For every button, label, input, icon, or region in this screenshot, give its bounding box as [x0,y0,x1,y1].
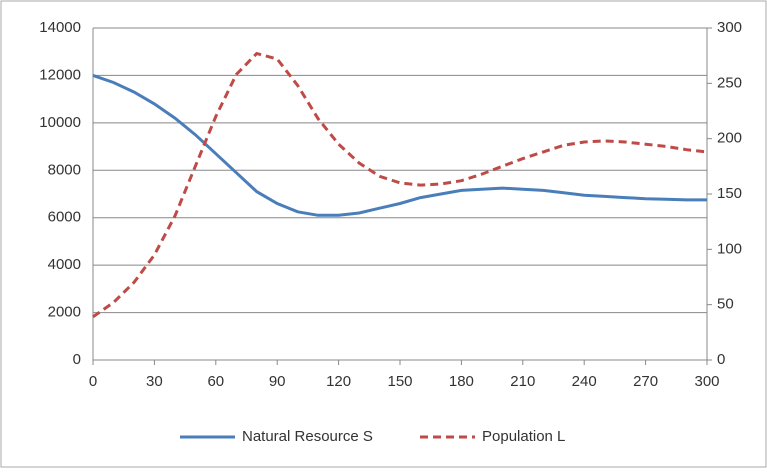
x-tick-label: 30 [146,373,163,390]
y2-tick-label: 0 [717,351,725,368]
y2-tick-label: 150 [717,185,742,202]
x-tick-label: 270 [633,373,658,390]
legend-label: Population L [482,428,565,445]
y-tick-label: 0 [73,351,81,368]
line-series [92,73,707,217]
x-tick-label: 240 [572,373,597,390]
x-tick-label: 300 [694,373,719,390]
y-tick-label: 8000 [48,161,81,178]
x-tick-label: 120 [326,373,351,390]
y2-tick-label: 50 [717,296,734,313]
y-tick-label: 2000 [48,304,81,321]
y-tick-label: 10000 [39,114,81,131]
y-tick-label: 12000 [39,66,81,83]
x-tick-label: 210 [510,373,535,390]
x-tick-label: 90 [269,373,286,390]
y-tick-label: 14000 [39,19,81,36]
y-tick-label: 6000 [48,209,81,226]
y2-tick-label: 100 [717,240,742,257]
y2-tick-label: 300 [717,19,742,36]
x-tick-label: 0 [89,373,97,390]
x-tick-label: 180 [449,373,474,390]
x-tick-label: 60 [207,373,224,390]
y-tick-label: 4000 [48,256,81,273]
y2-tick-label: 200 [717,130,742,147]
x-tick-label: 150 [387,373,412,390]
legend-label: Natural Resource S [242,428,373,445]
line-series [92,51,708,319]
y2-tick-label: 250 [717,74,742,91]
